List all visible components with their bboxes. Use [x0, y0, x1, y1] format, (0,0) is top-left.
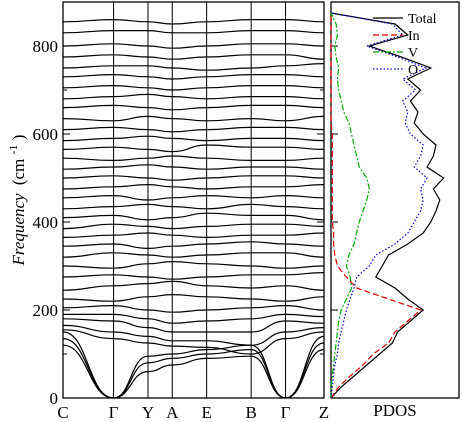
band-line	[62, 223, 325, 230]
y-tick-label: 600	[33, 125, 59, 144]
y-tick-label: 0	[50, 389, 59, 408]
band-line	[62, 212, 325, 221]
band-line	[62, 115, 325, 122]
kpath-label: A	[166, 403, 179, 422]
pdos-axis-label: PDOS	[373, 401, 416, 420]
band-line	[62, 272, 325, 280]
kpath-label: Z	[319, 403, 329, 422]
y-axis-label-unit: (cm	[9, 159, 28, 185]
band-line	[62, 252, 325, 258]
band-line	[62, 232, 325, 239]
band-line	[62, 331, 325, 399]
y-axis-label-close: )	[9, 135, 28, 141]
legend-label: In	[408, 29, 420, 44]
y-axis-label: Frequency (cm -1 )	[2, 135, 28, 267]
pdos-series-total	[330, 12, 445, 399]
band-line	[62, 329, 325, 355]
y-tick-label: 800	[33, 37, 59, 56]
kpath-label: Γ	[109, 403, 119, 422]
kpath-label: B	[245, 403, 256, 422]
kpath-label: Γ	[281, 403, 291, 422]
band-line	[62, 260, 325, 269]
band-line	[62, 241, 325, 250]
kpath-divider-lines	[113, 2, 287, 398]
legend-label: O	[408, 63, 418, 78]
band-line	[62, 155, 325, 162]
dispersion-panel-frame	[62, 1, 325, 399]
band-lines	[62, 18, 325, 399]
band-line	[62, 104, 325, 111]
kpath-label: C	[57, 403, 68, 422]
band-line	[62, 164, 325, 170]
band-line	[62, 144, 325, 153]
band-line	[62, 304, 325, 313]
y-tick-label: 200	[33, 301, 59, 320]
pdos-series-v	[330, 12, 371, 398]
band-line	[62, 318, 325, 333]
band-line	[62, 194, 325, 201]
band-line	[62, 84, 325, 91]
band-line	[62, 175, 325, 181]
band-line	[63, 313, 325, 324]
legend-label: V	[408, 46, 418, 61]
y-axis-label-superscript: -1	[6, 144, 20, 154]
kpath-label: E	[201, 403, 211, 422]
band-line	[62, 18, 325, 25]
pdos-panel-frame	[330, 1, 460, 399]
band-line	[62, 135, 325, 142]
y-tick-label: 400	[33, 213, 59, 232]
band-line	[62, 126, 325, 133]
band-line	[62, 30, 325, 34]
pdos-series-in	[330, 13, 422, 399]
band-line	[62, 324, 325, 346]
band-line	[62, 280, 325, 291]
y-axis-ticks: 0 200 400 600 800	[33, 37, 338, 408]
band-line	[62, 63, 325, 71]
band-line	[62, 43, 325, 49]
kpath-label: Y	[142, 403, 154, 422]
band-line	[62, 73, 325, 80]
pdos-curves	[330, 12, 445, 399]
band-line	[62, 183, 325, 190]
band-line	[62, 93, 325, 100]
y-axis-label-main: Frequency	[9, 193, 28, 267]
legend-label: Total	[408, 12, 437, 27]
band-line	[62, 293, 325, 302]
pdos-legend: Total In VO	[373, 12, 437, 78]
band-line	[62, 54, 325, 60]
band-line	[62, 203, 325, 210]
band-line	[62, 344, 325, 399]
